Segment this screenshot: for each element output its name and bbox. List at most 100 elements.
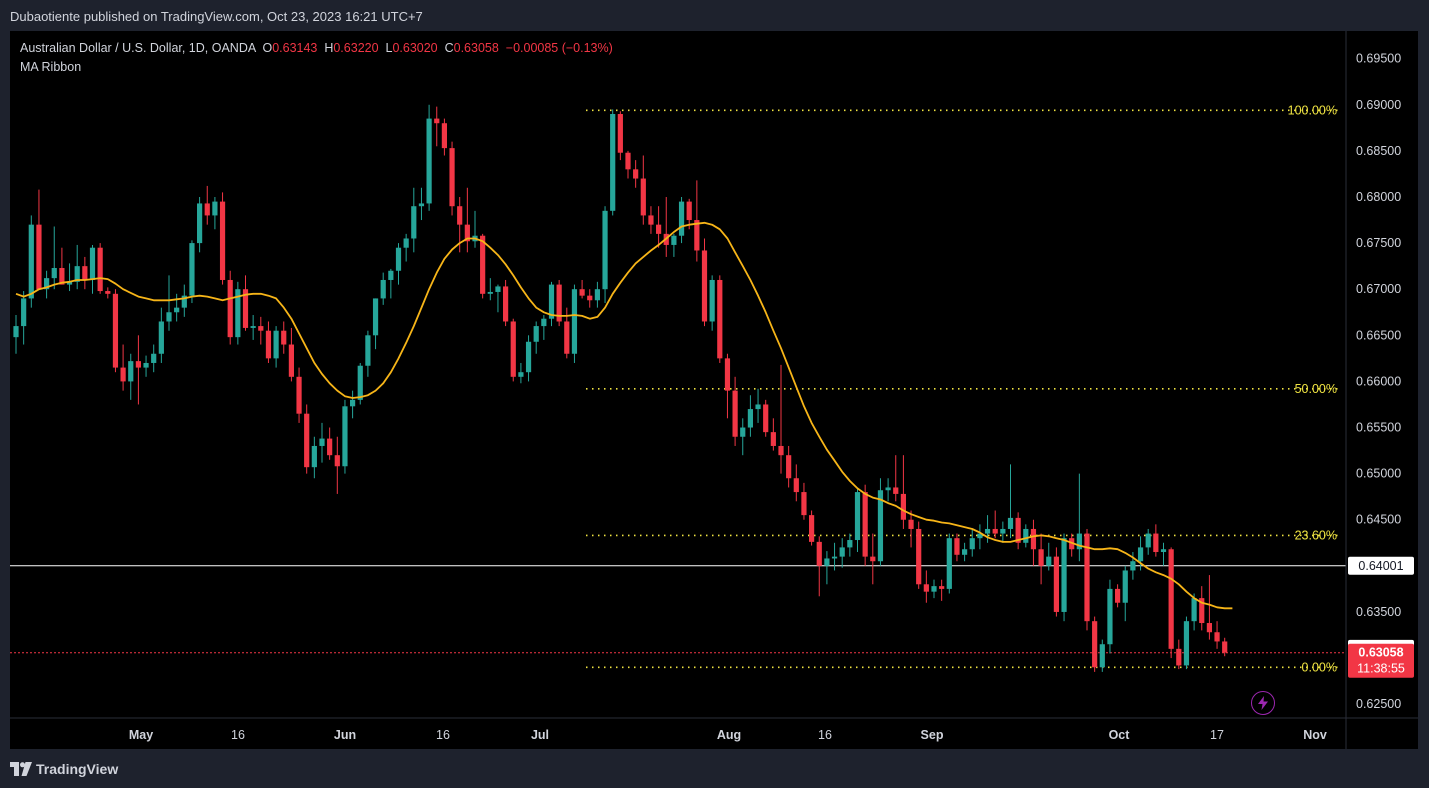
candle-down [900, 455, 906, 529]
brand-name: TradingView [36, 761, 119, 777]
candle-down [954, 533, 960, 562]
lightning-button[interactable] [1251, 691, 1275, 715]
candle-up [365, 330, 371, 377]
candle-body [1199, 598, 1205, 624]
candle-body [686, 201, 692, 221]
candle-down [870, 533, 876, 585]
candle-body [1053, 556, 1059, 612]
tradingview-logo-icon [10, 762, 32, 776]
candle-up [1137, 536, 1144, 571]
candle-body [265, 330, 272, 359]
candle-down [862, 484, 868, 566]
candle-body [372, 298, 379, 336]
candle-down [120, 344, 126, 391]
candle-body [732, 390, 738, 437]
symbol-name[interactable]: Australian Dollar / U.S. Dollar, 1D, OAN… [20, 41, 256, 55]
candle-up [1076, 473, 1082, 562]
candle-down [1222, 637, 1228, 657]
time-tick-label: Nov [1303, 728, 1327, 742]
candle-down [288, 327, 294, 382]
published-header: Dubaotiente published on TradingView.com… [10, 7, 423, 27]
candle-body [701, 250, 708, 322]
candle-up [946, 533, 952, 594]
candle-down [1084, 528, 1090, 631]
candle-body [1160, 549, 1167, 553]
candle-down [633, 160, 639, 188]
last-price-label: 0.63058 [1358, 646, 1403, 660]
candle-down [449, 141, 455, 216]
candle-down [1069, 533, 1075, 557]
candle-body [273, 330, 279, 359]
candle-body [158, 321, 164, 354]
candle-body [908, 519, 914, 529]
candle-down [939, 579, 945, 601]
candle-up [755, 388, 761, 423]
candle-down [242, 275, 249, 331]
candle-down [1053, 547, 1059, 617]
candle-body [1030, 528, 1037, 550]
brand-footer[interactable]: TradingView [10, 758, 118, 780]
candle-down [992, 510, 998, 539]
candle-up [885, 478, 891, 502]
candle-down [1115, 584, 1121, 608]
candle-body [747, 409, 753, 428]
candle-up [487, 278, 493, 301]
candle-body [1046, 556, 1052, 566]
candle-down [434, 106, 440, 147]
candle-up [128, 353, 134, 400]
candle-body [426, 118, 432, 204]
indicator-name[interactable]: MA Ribbon [20, 60, 82, 74]
candle-body [548, 284, 555, 319]
candle-body [304, 413, 310, 468]
candle-down [923, 570, 929, 603]
candle-up [709, 275, 715, 331]
candle-up [1061, 533, 1067, 622]
candle-body [59, 267, 65, 285]
candle-down [770, 418, 776, 451]
price-chart[interactable]: 100.00%50.00%23.60%0.00% 0.695000.690000… [10, 31, 1418, 749]
time-tick-label: 16 [231, 728, 245, 742]
candle-up [495, 284, 501, 313]
candle-body [219, 201, 226, 280]
price-tick-label: 0.65000 [1356, 467, 1401, 481]
candle-body [1115, 588, 1121, 603]
candles [13, 104, 1228, 672]
price-label-white-box [1348, 556, 1414, 575]
candle-body [288, 344, 294, 377]
candle-body [28, 224, 34, 299]
candle-up [1122, 565, 1128, 622]
candle-up [143, 355, 149, 377]
fibonacci-retracement: 100.00% 50.00% 23.60% 0.00% [586, 103, 1340, 674]
candle-up [962, 542, 968, 562]
candle-body [434, 118, 440, 124]
candle-down [763, 399, 769, 437]
candle-body [923, 584, 929, 592]
candle-body [480, 235, 486, 294]
candle-up [602, 206, 608, 304]
price-tick-label: 0.63500 [1356, 605, 1401, 619]
candle-body [174, 307, 180, 313]
time-tick-label: Jul [531, 728, 549, 742]
candle-down [296, 367, 302, 423]
candle-up [66, 263, 73, 292]
price-tick-label: 0.62500 [1356, 697, 1401, 711]
chart-legend: Australian Dollar / U.S. Dollar, 1D, OAN… [20, 39, 613, 77]
candle-body [1023, 528, 1029, 543]
candle-down [135, 335, 141, 405]
candle-body [931, 586, 937, 592]
chart-panel[interactable]: 100.00% 50.00% 23.60% 0.00% 0.69500 0.69000 0… [10, 31, 1418, 749]
candle-body [1153, 533, 1159, 553]
candle-up [166, 275, 172, 331]
candle-up [610, 109, 616, 216]
candle-body [809, 515, 815, 542]
candle-down [724, 353, 731, 419]
candle-body [44, 278, 50, 290]
candle-body [1015, 517, 1021, 543]
price-axis: 0.69500 0.69000 0.68500 0.68000 0.67500 0.670… [10, 31, 1418, 749]
candle-up [21, 291, 27, 345]
price-tick-label: 0.67500 [1356, 236, 1401, 250]
candle-body [1168, 549, 1174, 649]
candle-down [656, 206, 662, 248]
candle-body [365, 335, 371, 366]
candle-body [587, 295, 593, 301]
